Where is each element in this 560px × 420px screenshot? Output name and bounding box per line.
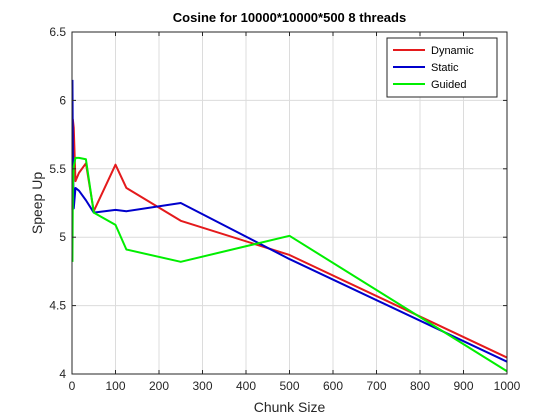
chart-title: Cosine for 10000*10000*500 8 threads [173, 10, 406, 25]
series-lines [71, 79, 508, 373]
y-tick-label: 5.5 [49, 162, 66, 176]
y-tick-label: 5 [59, 230, 66, 244]
x-axis-label: Chunk Size [254, 399, 326, 415]
y-axis-label: Speep Up [29, 172, 45, 234]
x-tick-label: 600 [323, 379, 343, 393]
y-tick-label: 6.5 [49, 25, 66, 39]
x-tick-label: 400 [236, 379, 256, 393]
x-tick-label: 900 [453, 379, 473, 393]
x-ticks: 0 100 200 300 400 500 600 700 800 900 1000 [69, 32, 521, 393]
x-tick-label: 800 [410, 379, 430, 393]
series-line-guided [71, 156, 508, 373]
y-tick-label: 6 [59, 93, 66, 107]
y-tick-label: 4.5 [49, 299, 66, 313]
legend: Dynamic Static Guided [386, 37, 498, 98]
legend-label-static: Static [431, 62, 459, 74]
x-tick-label: 0 [69, 379, 76, 393]
x-tick-label: 700 [366, 379, 386, 393]
x-tick-label: 100 [105, 379, 125, 393]
x-tick-label: 200 [149, 379, 169, 393]
x-tick-label: 300 [192, 379, 212, 393]
y-ticks: 4 4.5 5 5.5 6 6.5 [49, 25, 507, 381]
legend-label-dynamic: Dynamic [431, 45, 474, 57]
x-tick-label: 1000 [494, 379, 521, 393]
legend-label-guided: Guided [431, 79, 466, 91]
x-tick-label: 500 [279, 379, 299, 393]
y-tick-label: 4 [59, 367, 66, 381]
